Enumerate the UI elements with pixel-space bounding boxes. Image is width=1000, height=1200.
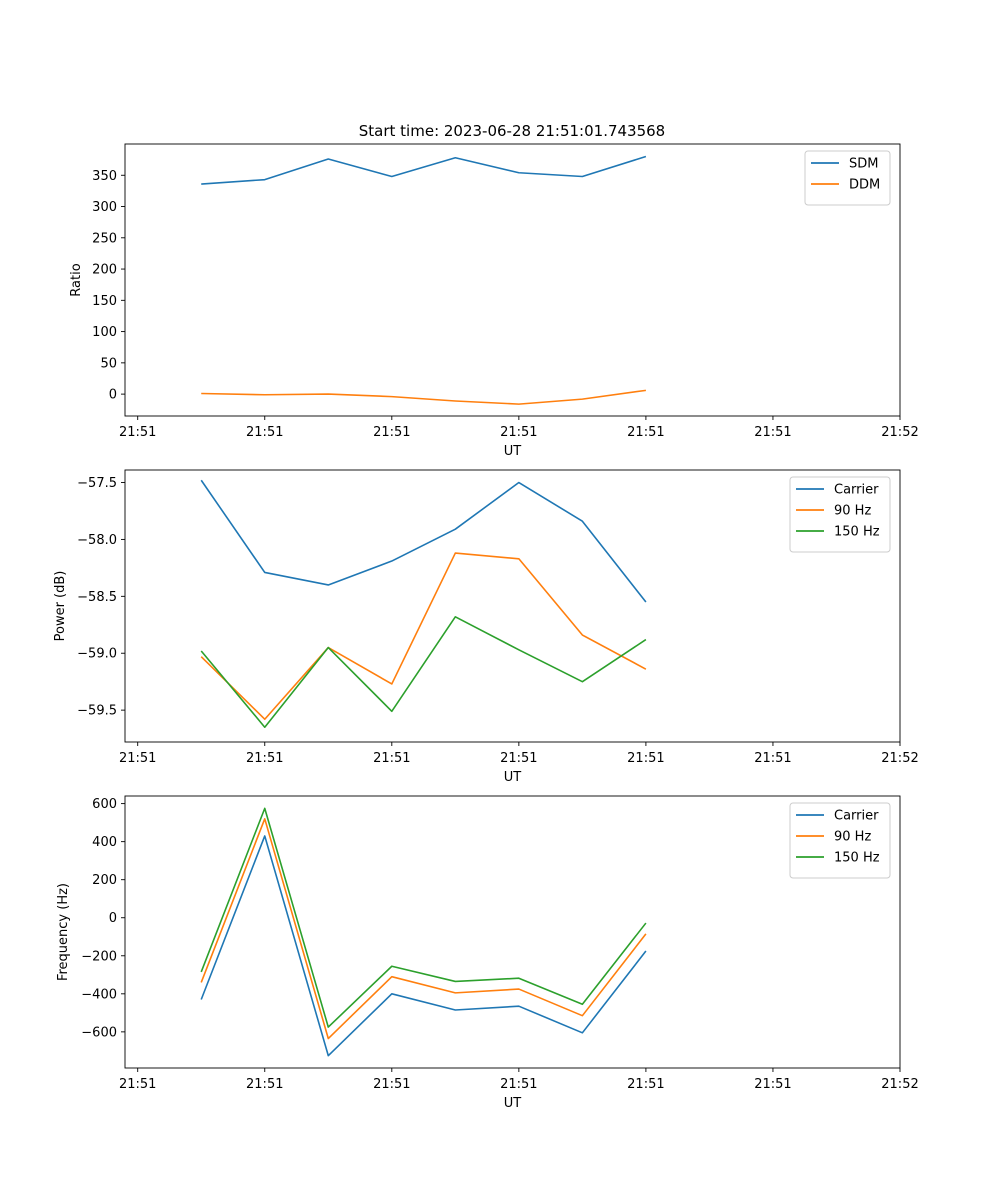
y-axis-label: Frequency (Hz) [56, 883, 71, 981]
x-tick-label: 21:51 [627, 1077, 664, 1092]
series-line-150-hz [200, 616, 647, 729]
x-tick-label: 21:51 [500, 1077, 537, 1092]
plot-frame [124, 795, 901, 1069]
x-tick-label: 21:51 [754, 425, 791, 440]
x-tick-label: 21:51 [246, 1077, 283, 1092]
series-line-90-hz [200, 818, 647, 1040]
y-tick-label: 250 [92, 231, 117, 246]
y-tick-label: 100 [92, 325, 117, 340]
legend-box [789, 802, 891, 879]
x-tick-label: 21:51 [500, 751, 537, 766]
series-line-90-hz [200, 552, 647, 721]
y-axis-label: Power (dB) [53, 571, 68, 642]
x-tick-label: 21:51 [119, 425, 156, 440]
y-tick-label: 300 [92, 200, 117, 215]
y-tick-label: −58.5 [77, 590, 117, 605]
legend-box [804, 150, 891, 206]
legend-label: Carrier [834, 809, 879, 824]
legend-label: Carrier [834, 483, 879, 498]
series-line-150-hz [200, 807, 647, 1028]
chart-panel-1: 21:51 21:51 21:51 21:51 21:51 21:51 21:52 0 50 10… [69, 143, 919, 459]
y-tick-label: 350 [92, 169, 117, 184]
y-tick-label: 0 [109, 911, 117, 926]
y-tick-label: 150 [92, 294, 117, 309]
legend-label: 150 Hz [834, 851, 880, 866]
y-tick-label: 200 [92, 873, 117, 888]
x-tick-label: 21:51 [246, 751, 283, 766]
y-tick-label: −400 [81, 987, 117, 1002]
x-tick-label: 21:52 [881, 1077, 918, 1092]
x-tick-label: 21:51 [754, 751, 791, 766]
x-axis-label: UT [504, 770, 522, 785]
x-tick-label: 21:51 [373, 751, 410, 766]
x-tick-label: 21:52 [881, 751, 918, 766]
x-tick-label: 21:51 [119, 751, 156, 766]
series-line-sdm [201, 155, 647, 185]
plot-frame [124, 143, 901, 417]
y-tick-label: 400 [92, 835, 117, 850]
series-line-carrier [200, 479, 647, 603]
legend-label: DDM [849, 178, 880, 193]
series-line-carrier [200, 835, 647, 1057]
y-tick-label: −59.0 [77, 647, 117, 662]
x-tick-label: 21:51 [119, 1077, 156, 1092]
legend-label: SDM [849, 157, 878, 172]
legend-label: 90 Hz [834, 830, 871, 845]
x-tick-label: 21:51 [373, 425, 410, 440]
chart-panel-2: 21:51 21:51 21:51 21:51 21:51 21:51 21:52 −59.5… [53, 469, 919, 785]
y-tick-label: 50 [100, 356, 117, 371]
x-tick-label: 21:51 [754, 1077, 791, 1092]
legend: Carrier 90 Hz 150 Hz [789, 476, 891, 553]
y-tick-label: −59.5 [77, 704, 117, 719]
legend: Carrier 90 Hz 150 Hz [789, 802, 891, 879]
figure-title: Start time: 2023-06-28 21:51:01.743568 [359, 122, 665, 140]
x-tick-label: 21:51 [373, 1077, 410, 1092]
x-tick-label: 21:51 [500, 425, 537, 440]
legend-label: 150 Hz [834, 525, 880, 540]
y-tick-label: −57.5 [77, 476, 117, 491]
y-tick-label: 600 [92, 797, 117, 812]
plot-frame [124, 469, 901, 743]
y-axis-label: Ratio [69, 263, 84, 296]
legend: SDM DDM [804, 150, 891, 206]
x-tick-label: 21:51 [627, 751, 664, 766]
x-tick-label: 21:51 [627, 425, 664, 440]
x-axis-label: UT [504, 444, 522, 459]
y-tick-label: 200 [92, 263, 117, 278]
series-line-ddm [201, 389, 647, 405]
y-tick-label: −200 [81, 949, 117, 964]
legend-box [789, 476, 891, 553]
chart-panel-3: 21:51 21:51 21:51 21:51 21:51 21:51 21:52 −600 −… [56, 795, 919, 1111]
x-axis-label: UT [504, 1096, 522, 1111]
y-tick-label: −58.0 [77, 533, 117, 548]
y-tick-label: −600 [81, 1025, 117, 1040]
x-tick-label: 21:51 [246, 425, 283, 440]
y-tick-label: 0 [109, 388, 117, 403]
x-tick-label: 21:52 [881, 425, 918, 440]
legend-label: 90 Hz [834, 504, 871, 519]
